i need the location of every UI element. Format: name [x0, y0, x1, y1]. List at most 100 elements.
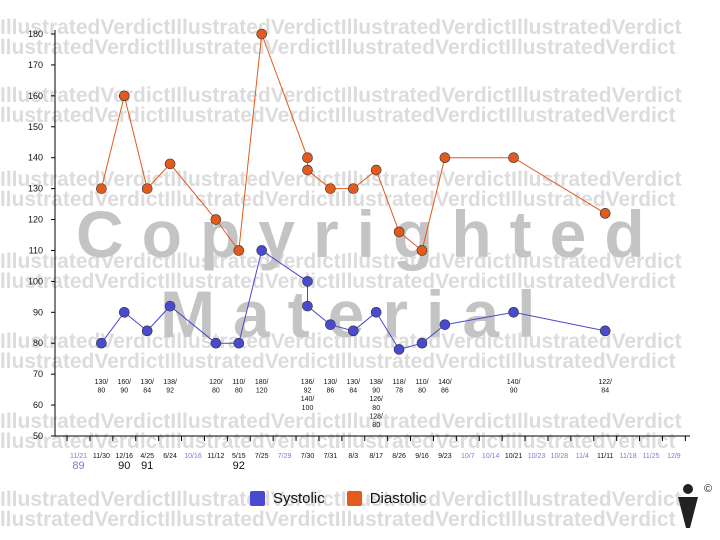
reading-label: 80 [212, 388, 220, 395]
watermark-text: IllustratedVerdictIllustratedVerdictIllu… [0, 84, 682, 107]
x-date-label: 11/4 [576, 453, 589, 460]
x-date-label: 10/16 [184, 453, 202, 460]
x-date-label: 8/17 [369, 453, 383, 460]
reading-label: 110/ [415, 379, 428, 386]
reading-label: 130/ [140, 379, 154, 386]
reading-label: 120/ [209, 379, 223, 386]
reading-label: 130/ [95, 379, 109, 386]
reading-label: 118/ [393, 379, 406, 386]
y-tick-label: 90 [33, 307, 43, 317]
data-point-diastolic [210, 214, 222, 225]
logo-copyright-mark: © [704, 483, 712, 495]
y-tick-label: 160 [28, 91, 43, 101]
watermark-text: IllustratedVerdictIllustratedVerdictIllu… [0, 36, 676, 59]
reading-label: 136/ [301, 379, 315, 386]
x-date-label: 9/23 [438, 453, 452, 460]
reading-label: 92 [166, 388, 174, 395]
watermark-text: IllustratedVerdictIllustratedVerdictIllu… [0, 330, 682, 353]
y-tick-label: 120 [28, 215, 43, 225]
x-date-label: 8/26 [392, 453, 406, 460]
y-tick-label: 60 [33, 400, 43, 410]
watermark-text: IllustratedVerdictIllustratedVerdictIllu… [0, 410, 682, 433]
x-date-label: 12/16 [116, 453, 134, 460]
watermark-text: IllustratedVerdictIllustratedVerdictIllu… [0, 250, 682, 273]
data-point-diastolic [508, 152, 519, 163]
y-tick-label: 170 [28, 60, 43, 70]
watermark-text: IllustratedVerdictIllustratedVerdictIllu… [0, 350, 676, 373]
watermark-material: Material [160, 277, 554, 351]
legend-swatch-diastolic [346, 490, 362, 506]
data-point-diastolic [164, 158, 176, 170]
data-point-systolic [302, 300, 313, 312]
reading-label: 84 [143, 388, 151, 395]
x-year-label: 90 [118, 460, 130, 472]
data-point-diastolic [302, 164, 313, 176]
watermark-text: IllustratedVerdictIllustratedVerdictIllu… [0, 188, 676, 211]
reading-label: 130/ [324, 379, 338, 386]
data-point-systolic [164, 300, 176, 312]
watermark-text: IllustratedVerdictIllustratedVerdictIllu… [0, 16, 682, 39]
data-point-systolic [141, 325, 153, 337]
watermark-text: IllustratedVerdictIllustratedVerdictIllu… [0, 168, 682, 191]
y-tick-label: 70 [33, 369, 43, 379]
reading-label: 86 [327, 388, 335, 395]
x-date-label: 6/24 [163, 453, 177, 460]
x-date-label: 7/29 [278, 453, 292, 460]
reading-label: 140/ [507, 379, 521, 386]
data-point-diastolic [393, 226, 405, 238]
reading-label: 138/ [369, 379, 383, 386]
data-point-diastolic [347, 183, 359, 194]
data-point-systolic [96, 337, 107, 349]
watermark-text: IllustratedVerdictIllustratedVerdictIllu… [0, 270, 676, 293]
reading-label: 90 [120, 388, 128, 395]
data-point-systolic [256, 245, 268, 256]
data-point-systolic [370, 307, 382, 318]
data-point-systolic [119, 307, 130, 318]
data-point-diastolic [96, 183, 107, 194]
legend-swatch-systolic [250, 490, 265, 506]
reading-label: 80 [418, 388, 426, 395]
x-date-label: 12/9 [667, 453, 681, 460]
data-point-diastolic [141, 183, 153, 194]
legend-label-diastolic: Diastolic [369, 489, 427, 507]
reading-label: 80 [372, 405, 380, 412]
reading-label: 86 [441, 388, 449, 395]
legend-label-systolic: Systolic [273, 489, 325, 507]
x-year-label: 91 [141, 460, 153, 472]
data-point-diastolic [233, 245, 245, 256]
y-tick-label: 140 [28, 153, 43, 163]
y-tick-label: 80 [33, 338, 43, 348]
x-date-label: 11/21 [70, 453, 87, 460]
reading-label: 122/ [598, 379, 612, 386]
data-point-systolic [416, 337, 428, 349]
y-tick-label: 100 [28, 276, 43, 286]
logo-dot [683, 484, 693, 494]
watermark-text: IllustratedVerdictIllustratedVerdictIllu… [0, 488, 682, 511]
data-point-diastolic [599, 208, 611, 219]
data-point-systolic [210, 337, 222, 349]
x-date-label: 11/30 [93, 453, 110, 460]
y-tick-label: 110 [29, 245, 43, 255]
x-date-label: 7/31 [324, 453, 338, 460]
reading-label: 84 [349, 388, 357, 395]
x-date-label: 11/25 [643, 453, 660, 460]
legend: Systolic Diastolic [250, 486, 426, 510]
x-date-label: 5/15 [232, 453, 246, 460]
reading-label: 126/ [369, 396, 383, 403]
y-tick-label: 180 [28, 29, 43, 39]
data-point-diastolic [370, 164, 382, 176]
reading-label: 130/ [346, 379, 360, 386]
reading-label: 128/ [369, 413, 383, 420]
data-point-systolic [508, 307, 519, 318]
x-date-label: 10/28 [551, 453, 569, 460]
x-date-label: 10/7 [461, 453, 475, 460]
reading-label: 78 [395, 388, 403, 395]
x-date-label: 4/25 [140, 453, 154, 460]
reading-label: 100 [302, 405, 314, 412]
reading-label: 84 [601, 388, 609, 395]
legend-item-diastolic: Diastolic [346, 489, 427, 507]
y-tick-label: 130 [28, 184, 43, 194]
reading-label: 92 [304, 388, 312, 395]
